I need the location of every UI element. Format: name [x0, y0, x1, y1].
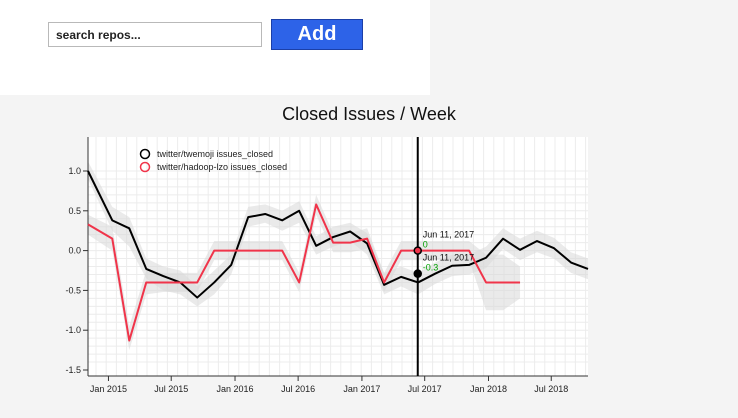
hover-dot-1: [413, 269, 423, 278]
x-tick-label: Jul 2015: [154, 384, 188, 394]
series-line-1: [87, 203, 521, 342]
legend-label-0: twitter/twemoji issues_closed: [157, 149, 273, 159]
search-input[interactable]: [48, 22, 262, 47]
x-tick-label: Jan 2016: [216, 384, 253, 394]
x-tick-label: Jan 2015: [90, 384, 127, 394]
y-tick-label: -0.5: [65, 285, 81, 295]
x-tick-label: Jan 2018: [470, 384, 507, 394]
hover-date-1: Jun 11, 2017: [423, 253, 474, 263]
series-line-0: [87, 170, 589, 299]
hover-dot-0: [413, 246, 423, 255]
chart-title: Closed Issues / Week: [282, 104, 456, 124]
legend-marker-1: [139, 161, 151, 173]
legend-marker-0: [139, 148, 151, 160]
x-tick-label: Jul 2017: [408, 384, 442, 394]
hover-date-0: Jun 11, 2017: [423, 230, 474, 240]
y-tick-label: 0.0: [68, 246, 81, 256]
y-tick-label: 1.0: [68, 166, 81, 176]
x-tick-label: Jul 2016: [281, 384, 315, 394]
y-tick-label: -1.5: [65, 365, 81, 375]
y-tick-label: 0.5: [68, 206, 81, 216]
plot-area: [88, 137, 588, 376]
x-tick-label: Jul 2018: [534, 384, 568, 394]
y-tick-label: -1.0: [65, 325, 81, 335]
add-button[interactable]: Add: [271, 19, 363, 50]
x-tick-label: Jan 2017: [343, 384, 380, 394]
hover-value-0: 0: [423, 240, 428, 250]
legend-label-1: twitter/hadoop-lzo issues_closed: [157, 162, 287, 172]
hover-value-1: -0.3: [423, 263, 439, 273]
